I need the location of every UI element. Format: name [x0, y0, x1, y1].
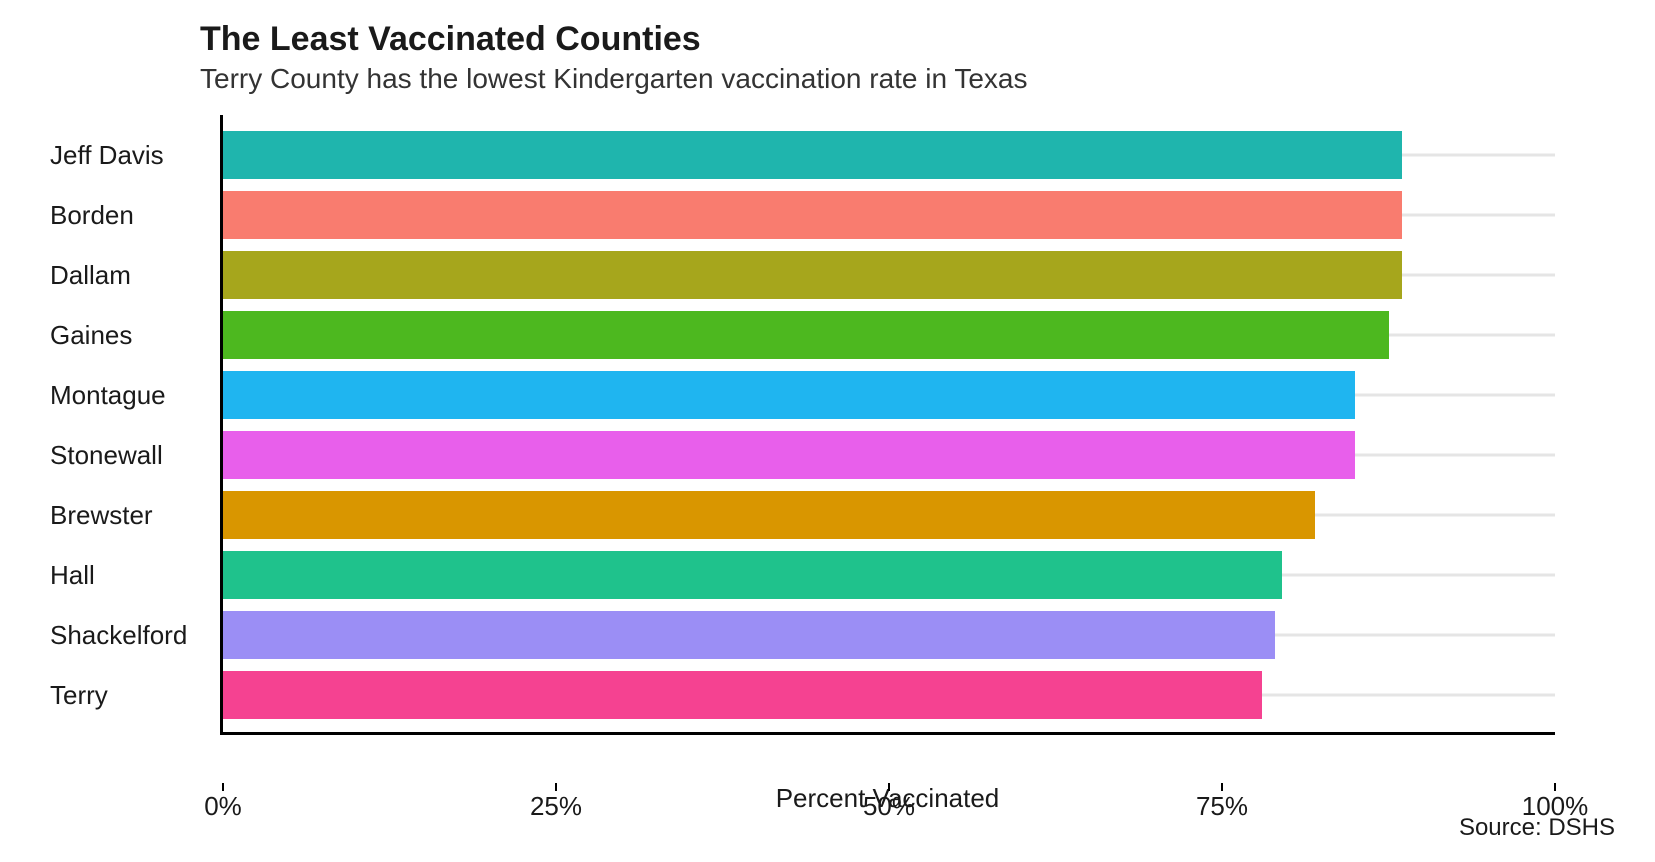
bar-fill: [223, 311, 1389, 359]
chart-title: The Least Vaccinated Counties: [200, 20, 1615, 59]
bar-row: [223, 491, 1555, 539]
y-axis-label: Shackelford: [40, 611, 210, 659]
x-tick-mark: [888, 783, 890, 791]
y-axis-labels: Jeff Davis Borden Dallam Gaines Montague Ston…: [40, 125, 210, 725]
y-axis-label: Jeff Davis: [40, 131, 210, 179]
bar-row: [223, 551, 1555, 599]
y-axis-label: Montague: [40, 371, 210, 419]
plot-area: [220, 115, 1555, 735]
chart-container: The Least Vaccinated Counties Terry Coun…: [0, 0, 1655, 862]
y-axis-label: Gaines: [40, 311, 210, 359]
bar-row: [223, 311, 1555, 359]
x-tick-label: 0%: [204, 791, 242, 822]
bar-fill: [223, 611, 1275, 659]
y-axis-label: Dallam: [40, 251, 210, 299]
bar-row: [223, 371, 1555, 419]
bar-row: [223, 611, 1555, 659]
y-axis-label: Hall: [40, 551, 210, 599]
bar-row: [223, 131, 1555, 179]
y-axis-label: Terry: [40, 671, 210, 719]
bar-fill: [223, 371, 1355, 419]
chart-subtitle: Terry County has the lowest Kindergarten…: [200, 63, 1615, 95]
source-text: Source: DSHS: [1459, 814, 1615, 842]
x-axis-line: [220, 732, 1555, 735]
x-tick-mark: [1221, 783, 1223, 791]
bar-fill: [223, 131, 1402, 179]
bar-fill: [223, 491, 1315, 539]
bar-fill: [223, 431, 1355, 479]
y-axis-label: Stonewall: [40, 431, 210, 479]
bar-fill: [223, 671, 1262, 719]
y-axis-line: [220, 115, 223, 735]
x-axis-ticks: 0%25%50%75%100%: [223, 783, 1555, 823]
x-tick-mark: [1554, 783, 1556, 791]
y-axis-label: Borden: [40, 191, 210, 239]
x-tick-label: 50%: [863, 791, 915, 822]
bar-row: [223, 431, 1555, 479]
bar-fill: [223, 251, 1402, 299]
x-tick-mark: [555, 783, 557, 791]
bar-row: [223, 251, 1555, 299]
bar-fill: [223, 551, 1282, 599]
bar-row: [223, 671, 1555, 719]
x-tick-label: 25%: [530, 791, 582, 822]
bar-fill: [223, 191, 1402, 239]
x-tick-mark: [222, 783, 224, 791]
y-axis-label: Brewster: [40, 491, 210, 539]
bars-group: [223, 125, 1555, 725]
x-tick-label: 75%: [1196, 791, 1248, 822]
bar-row: [223, 191, 1555, 239]
